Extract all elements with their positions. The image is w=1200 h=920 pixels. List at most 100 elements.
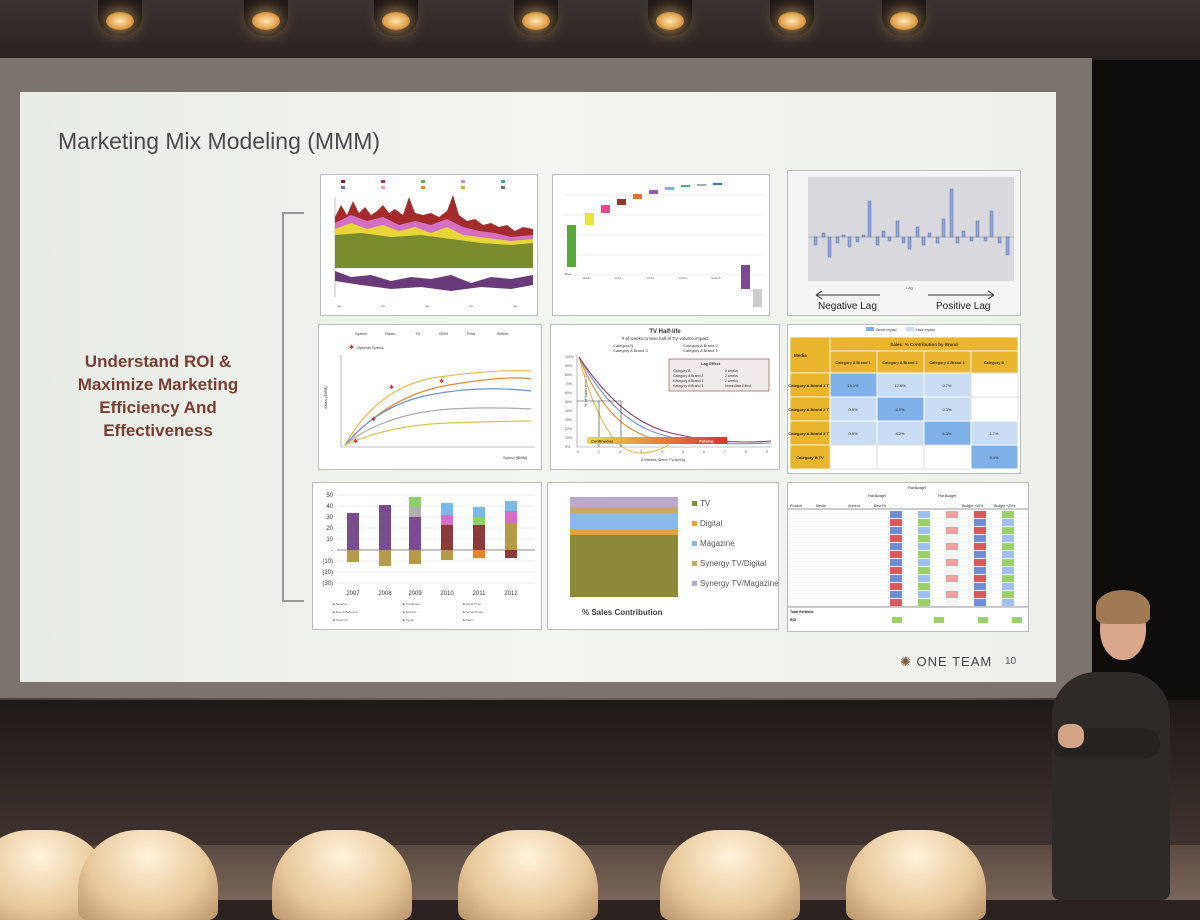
budget-cell	[946, 511, 958, 518]
budget-cell	[918, 551, 930, 558]
budget-cell	[918, 559, 930, 566]
svg-text:Category A Brand 3: Category A Brand 3	[929, 361, 964, 365]
tv-half-life-chart: TV Half-life # of weeks to lose half of …	[550, 324, 780, 470]
svg-text:Category A Brand 1 TV: Category A Brand 1 TV	[788, 383, 832, 388]
response-y-label: Sales ($MM)	[323, 386, 328, 409]
spotlight	[882, 0, 926, 36]
presenter-hand	[1058, 724, 1084, 748]
presenter-hair	[1096, 590, 1150, 624]
logo-mark-icon: ✺	[900, 654, 912, 669]
budget-cell	[974, 535, 986, 542]
svg-text:2 weeks: 2 weeks	[725, 379, 738, 383]
svg-text:Immediate Effect: Immediate Effect	[725, 384, 751, 388]
budget-cell	[946, 575, 958, 582]
legend-radio: Radio	[385, 331, 396, 336]
svg-text:2012: 2012	[504, 591, 518, 597]
svg-text:2008: 2008	[378, 591, 392, 597]
svg-text:ROI: ROI	[790, 618, 796, 622]
svg-text:6: 6	[703, 450, 705, 454]
svg-text:Category A Brand 2: Category A Brand 2	[882, 361, 917, 365]
response-curves-chart: Spend Radio TV OOH Print Online ✱ Optima…	[318, 324, 542, 470]
budget-cell	[946, 551, 958, 558]
budget-cell	[946, 567, 958, 574]
svg-text:7: 7	[724, 450, 726, 454]
budget-cell	[1002, 543, 1014, 550]
budget-cell	[974, 511, 986, 518]
budget-cell	[1002, 511, 1014, 518]
svg-text:30%: 30%	[565, 418, 572, 422]
svg-text:40: 40	[326, 504, 333, 510]
svg-text:9.4%: 9.4%	[989, 455, 999, 460]
budget-cell	[1002, 575, 1014, 582]
budget-cell	[974, 519, 986, 526]
spotlight	[648, 0, 692, 36]
budget-cell	[946, 583, 958, 590]
svg-text:2 weeks: 2 weeks	[725, 374, 738, 378]
budget-cell	[890, 551, 902, 558]
stacked-bar-chart: 50 40 30 20 10- (10) (20) (30) 2007 2008 2009 2010…	[312, 482, 542, 630]
pulsing-label: Pulsing	[699, 439, 714, 444]
continuous-label: Continuous	[591, 439, 614, 444]
response-x-label: Spend ($MM)	[503, 455, 528, 460]
budget-table-svg: Flat Budget Flat Budget Flat Budget Produc…	[788, 486, 1028, 623]
legend-halo: Halo Impact	[916, 328, 935, 332]
svg-text:■ Retail Price: ■ Retail Price	[463, 602, 481, 606]
legend-magazine-share: Magazine	[700, 539, 735, 548]
svg-text:Jul: Jul	[469, 304, 473, 308]
budget-cell	[1002, 599, 1014, 606]
negative-lag-label: Negative Lag	[818, 301, 877, 312]
budget-cell	[918, 511, 930, 518]
svg-text:9: 9	[766, 450, 768, 454]
svg-text:0.3%: 0.3%	[942, 407, 952, 412]
budget-cell	[918, 543, 930, 550]
svg-text:■ Website: ■ Website	[403, 610, 417, 614]
budget-cell	[918, 535, 930, 542]
svg-text:Category A Brand 1: Category A Brand 1	[835, 361, 870, 365]
budget-cell	[890, 591, 902, 598]
legend-brand-2: Category A Brand 2	[683, 343, 718, 348]
budget-cell	[946, 559, 958, 566]
legend-online: Online	[497, 331, 509, 336]
svg-text:■ Social Media: ■ Social Media	[463, 610, 483, 614]
svg-text:0.9%: 0.9%	[848, 407, 858, 412]
media-header: Media	[794, 353, 807, 358]
positive-lag-label: Positive Lag	[936, 301, 990, 312]
svg-text:■ Baseline: ■ Baseline	[333, 602, 347, 606]
svg-text:Print: Print	[615, 276, 621, 280]
chair	[660, 830, 800, 920]
svg-text:(10): (10)	[322, 559, 333, 565]
svg-text:1.7%: 1.7%	[989, 431, 999, 436]
svg-text:Total Portfolio: Total Portfolio	[790, 610, 813, 614]
budget-cell	[1002, 535, 1014, 542]
spotlight	[98, 0, 142, 36]
budget-cell	[890, 599, 902, 606]
svg-text:-: -	[331, 548, 333, 554]
budget-cell	[1002, 551, 1014, 558]
lag-chart-svg: Lag Negative Lag Positive Lag	[808, 177, 1014, 312]
chair	[846, 830, 986, 920]
svg-text:Category A Brand 3 TV: Category A Brand 3 TV	[788, 431, 832, 436]
budget-cell	[974, 575, 986, 582]
svg-text:Category A Brand 2 TV: Category A Brand 2 TV	[788, 407, 832, 412]
budget-cell	[890, 575, 902, 582]
legend-ooh: OOH	[439, 331, 448, 336]
budget-cell	[974, 567, 986, 574]
svg-text:0.7%: 0.7%	[942, 383, 952, 388]
budget-cell	[974, 527, 986, 534]
company-logo: ✺ ONE TEAM	[900, 654, 992, 670]
svg-text:■ Digital: ■ Digital	[403, 618, 414, 622]
budget-cell	[890, 511, 902, 518]
svg-text:Base: Base	[565, 272, 572, 276]
svg-text:Category A Brand 3: Category A Brand 3	[673, 384, 703, 388]
budget-cell	[918, 599, 930, 606]
budget-cell	[946, 599, 958, 606]
svg-text:0: 0	[577, 450, 579, 454]
svg-text:14.1%: 14.1%	[847, 383, 859, 388]
budget-cell	[974, 583, 986, 590]
budget-cell	[974, 559, 986, 566]
budget-cell	[918, 567, 930, 574]
half-life-x-label: # Weeks Since TV Airing	[641, 457, 685, 462]
legend-category-b: Category B	[613, 343, 633, 348]
svg-text:4: 4	[661, 450, 663, 454]
svg-text:(20): (20)	[322, 570, 333, 576]
